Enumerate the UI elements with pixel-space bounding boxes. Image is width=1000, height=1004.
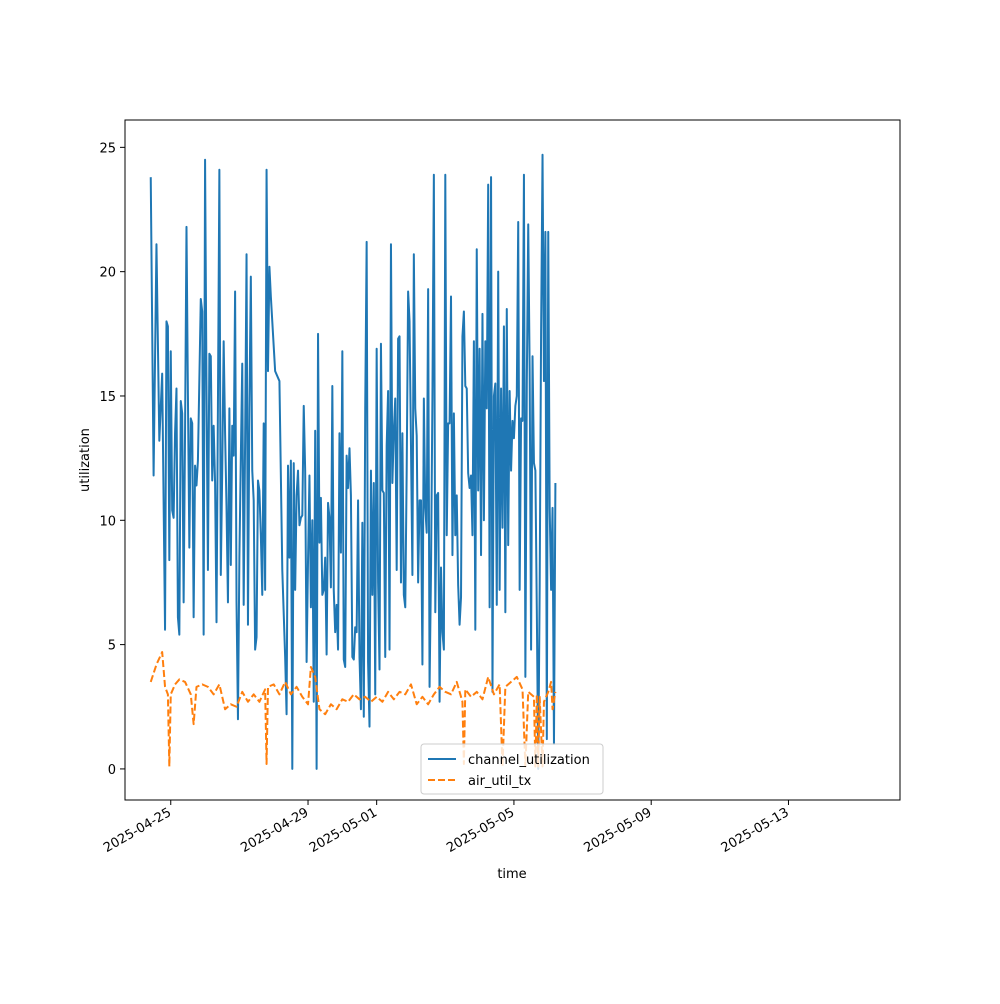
x-tick-label: 2025-05-05 (444, 805, 517, 856)
x-tick-label: 2025-04-25 (101, 805, 174, 856)
y-tick-label: 15 (99, 390, 116, 405)
y-tick-label: 25 (99, 141, 116, 156)
y-tick-label: 10 (99, 514, 116, 529)
legend: channel_utilization air_util_tx (420, 743, 604, 795)
y-tick-label: 20 (99, 266, 116, 281)
legend-label: air_util_tx (468, 774, 532, 789)
series-line-channel-utilization (149, 153, 557, 770)
series-layer (149, 153, 557, 770)
axes-frame (124, 119, 901, 801)
x-axis-label: time (497, 867, 526, 882)
x-tick-label: 2025-05-13 (719, 805, 792, 856)
y-axis-ticks: 0 5 10 15 20 25 (99, 141, 125, 778)
legend-label: channel_utilization (468, 753, 590, 768)
y-axis-label: utilization (78, 428, 93, 492)
y-tick-label: 5 (108, 639, 116, 654)
x-tick-label: 2025-05-09 (582, 805, 655, 856)
y-tick-label: 0 (108, 763, 116, 778)
series-line-air-util-tx (149, 651, 557, 768)
legend-box (420, 743, 604, 795)
x-tick-label: 2025-05-01 (307, 805, 380, 856)
x-tick-label: 2025-04-29 (238, 805, 311, 856)
